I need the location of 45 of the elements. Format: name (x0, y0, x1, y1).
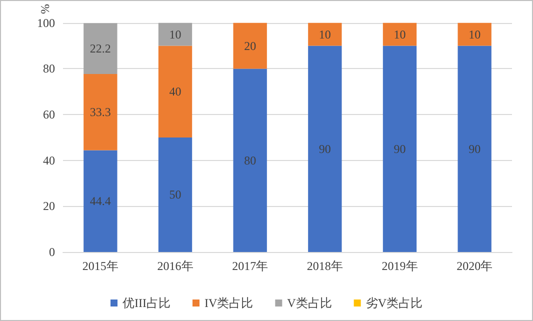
bar (84, 150, 118, 252)
data-label: 90 (468, 142, 481, 156)
bar (158, 46, 192, 138)
bar (308, 22, 342, 46)
y-tick-label: 60 (43, 108, 55, 122)
y-tick-label: 0 (49, 245, 55, 259)
bar (458, 46, 492, 252)
y-tick-label: 100 (37, 16, 55, 30)
bar (308, 46, 342, 252)
bar (84, 23, 118, 74)
data-label: 33.3 (90, 105, 111, 120)
data-label: 40 (169, 84, 182, 99)
data-label: 10 (318, 27, 331, 42)
data-label: 20 (244, 38, 256, 53)
legend-label: IV类占比 (204, 296, 254, 310)
y-tick-label: 20 (43, 199, 55, 214)
bar (84, 74, 118, 150)
legend-label: V类占比 (287, 296, 332, 310)
x-tick-label: 2019年 (382, 259, 418, 273)
legend-label: 劣V类占比 (366, 296, 422, 310)
data-label: 90 (394, 142, 406, 156)
x-tick-label: 2018年 (306, 259, 343, 273)
data-label: 10 (169, 27, 182, 42)
x-tick-label: 2016年 (157, 259, 194, 273)
data-label: 44.4 (90, 194, 111, 208)
y-tick-label: 80 (43, 62, 55, 76)
data-label: 80 (244, 153, 256, 168)
bar (458, 22, 492, 46)
bar (382, 22, 417, 46)
data-label: 22.2 (90, 42, 111, 56)
y-axis-title: % (38, 4, 52, 14)
data-label: 10 (394, 27, 406, 42)
bar (382, 46, 417, 252)
bar (233, 68, 267, 252)
data-label: 50 (169, 188, 182, 202)
x-tick-label: 2017年 (232, 259, 268, 273)
bar (158, 22, 192, 46)
legend-label: 优III占比 (122, 296, 171, 310)
data-label: 90 (318, 142, 331, 156)
y-tick-label: 40 (43, 153, 55, 168)
bar (233, 22, 267, 69)
x-tick-label: 2020年 (456, 259, 493, 273)
bar (158, 137, 192, 252)
data-label: 10 (468, 27, 481, 42)
x-tick-label: 2015年 (82, 259, 118, 273)
